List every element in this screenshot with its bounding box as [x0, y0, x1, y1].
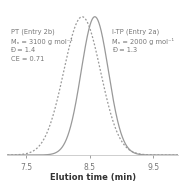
Text: PT (Entry 2b)
Mₙ = 3100 g mol⁻¹
Đ = 1.4
CE = 0.71: PT (Entry 2b) Mₙ = 3100 g mol⁻¹ Đ = 1.4 …	[10, 28, 72, 62]
Text: I-TP (Entry 2a)
Mₙ = 2000 g mol⁻¹
Đ = 1.3: I-TP (Entry 2a) Mₙ = 2000 g mol⁻¹ Đ = 1.…	[112, 28, 174, 53]
X-axis label: Elution time (min): Elution time (min)	[50, 173, 136, 182]
